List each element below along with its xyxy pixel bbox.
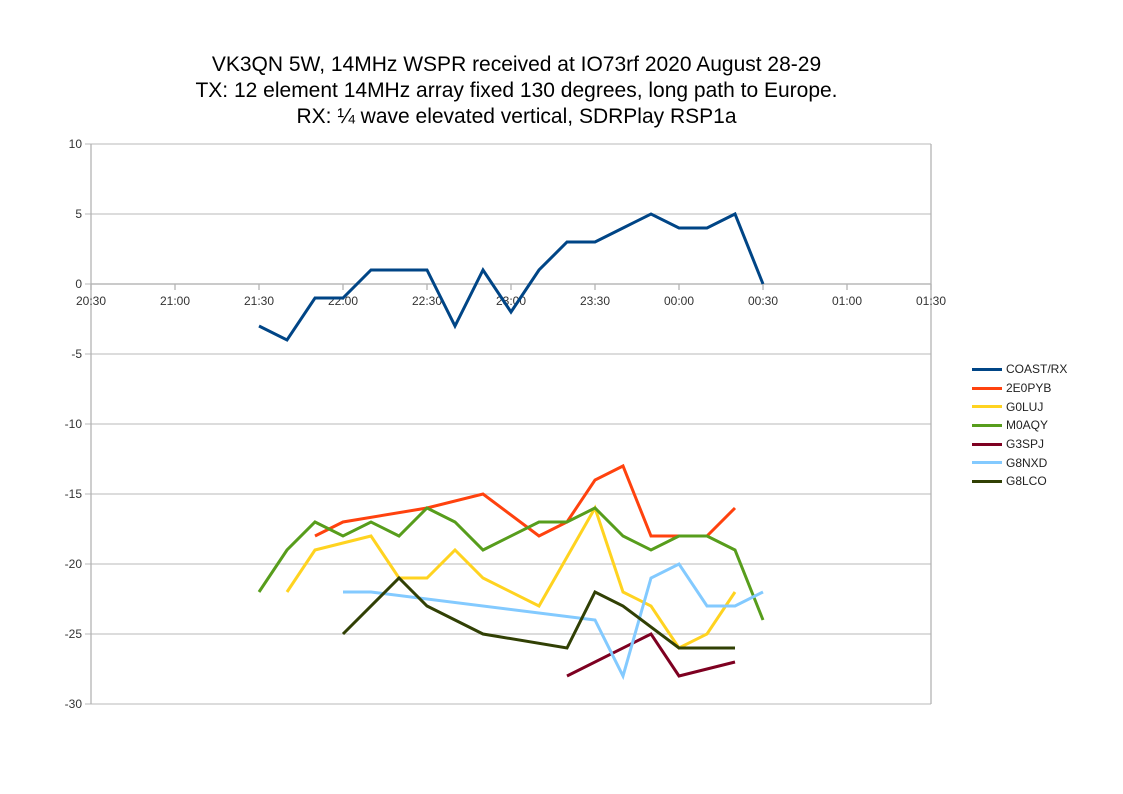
legend-item: 2E0PYB [972, 379, 1067, 398]
y-tick-label: -25 [65, 627, 83, 641]
legend-item: M0AQY [972, 416, 1067, 435]
legend-item: G8NXD [972, 453, 1067, 472]
chart-title: VK3QN 5W, 14MHz WSPR received at IO73rf … [0, 52, 1033, 130]
x-tick-label: 20:30 [76, 294, 106, 308]
chart-title-line-3: RX: ¼ wave elevated vertical, SDRPlay RS… [296, 105, 737, 128]
y-tick-label: -10 [65, 417, 83, 431]
legend-swatch [972, 423, 1002, 427]
series-line-m0aqy [257, 506, 765, 621]
legend-swatch [972, 442, 1002, 446]
legend-item: G8LCO [972, 472, 1067, 491]
legend-label: G8NXD [1006, 455, 1048, 470]
legend-label: G3SPJ [1006, 437, 1045, 452]
y-tick-label: -30 [65, 697, 83, 711]
x-tick-label: 23:30 [580, 294, 610, 308]
x-axis: 20:30 21:00 21:30 22:00 22:30 23:00 23:30 00:00… [76, 283, 946, 308]
legend-label: 2E0PYB [1006, 381, 1052, 396]
y-tick-label: 5 [75, 207, 82, 221]
legend-item: G3SPJ [972, 435, 1067, 454]
legend-swatch [972, 367, 1002, 371]
legend-swatch [972, 479, 1002, 483]
legend-swatch [972, 386, 1002, 390]
legend-label: COAST/RX [1006, 362, 1068, 377]
series-line-coast-rx [258, 211, 765, 342]
legend-swatch [972, 461, 1002, 465]
series-line-g3spj [566, 632, 736, 678]
series-line-g8lco [341, 575, 735, 650]
y-tick-label: 0 [75, 277, 82, 291]
x-tick-label: 21:30 [244, 294, 274, 308]
legend-item: COAST/RX [972, 360, 1067, 379]
x-tick-label: 01:30 [916, 294, 946, 308]
legend-label: M0AQY [1006, 418, 1049, 433]
x-tick-label: 01:00 [832, 294, 862, 308]
grid-lines [85, 143, 932, 705]
x-tick-label: 21:00 [160, 294, 190, 308]
chart-title-line-2: TX: 12 element 14MHz array fixed 130 deg… [195, 79, 838, 102]
legend-swatch [972, 405, 1002, 409]
series-line-g0luj [285, 504, 737, 650]
legend-label: G0LUJ [1006, 399, 1044, 414]
y-tick-label: -15 [65, 487, 83, 501]
x-tick-label: 22:30 [412, 294, 442, 308]
y-tick-label: 10 [69, 137, 83, 151]
legend-item: G0LUJ [972, 397, 1067, 416]
legend-label: G8LCO [1006, 474, 1047, 489]
y-tick-label: -5 [71, 347, 82, 361]
x-tick-label: 23:00 [496, 294, 526, 308]
x-tick-label: 00:00 [664, 294, 694, 308]
x-tick-label: 00:30 [748, 294, 778, 308]
series-lines [257, 211, 765, 681]
legend: COAST/RX 2E0PYB G0LUJ M0AQY G3SPJ G8NXD G8LCO [972, 360, 1067, 491]
y-axis: 10 5 0 -5 -10 -15 -20 -25 -30 [65, 137, 83, 711]
y-tick-label: -20 [65, 557, 83, 571]
series-line-g8nxd [343, 562, 764, 681]
chart-title-line-1: VK3QN 5W, 14MHz WSPR received at IO73rf … [211, 53, 822, 76]
